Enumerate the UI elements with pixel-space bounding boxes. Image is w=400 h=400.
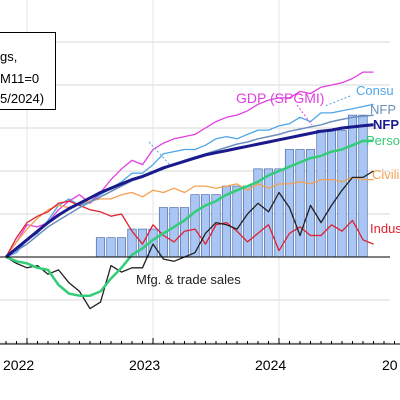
series-line-indus bbox=[5, 200, 374, 258]
bar bbox=[232, 185, 242, 258]
series-line-consu bbox=[5, 103, 374, 258]
series-line-nfp bbox=[5, 123, 374, 259]
bar-series bbox=[95, 114, 368, 258]
gdp-arrow bbox=[296, 104, 313, 126]
series-label-nfp-bold: NFP bbox=[373, 117, 399, 132]
legend-line-1: gs, bbox=[0, 49, 18, 64]
bar bbox=[106, 237, 116, 258]
bar bbox=[347, 114, 358, 258]
series-label-indus: Indus bbox=[370, 221, 400, 236]
series-line-civili bbox=[5, 176, 374, 258]
series-label-civili: Civili bbox=[372, 167, 400, 182]
series-line-gdp-spgmi bbox=[5, 71, 374, 258]
bar bbox=[295, 149, 305, 258]
bar bbox=[169, 207, 179, 258]
x-tick-label-2023: 2023 bbox=[129, 357, 161, 373]
legend-box: gs, M11=0 5/2024) bbox=[0, 32, 56, 110]
series-label-person: Person bbox=[366, 133, 400, 148]
x-tick-label-2025: 20 bbox=[382, 357, 398, 373]
bar bbox=[179, 207, 190, 258]
series-label-consu: Consu bbox=[356, 83, 394, 98]
bar bbox=[305, 149, 316, 258]
bar bbox=[95, 237, 106, 258]
x-tick-label-2024: 2024 bbox=[255, 357, 287, 373]
bar bbox=[316, 129, 326, 258]
bar bbox=[242, 185, 253, 258]
line-series bbox=[5, 71, 374, 310]
series-label-gdp: GDP (SPGMI) bbox=[236, 90, 325, 106]
bar bbox=[326, 129, 337, 258]
series-line-mfg-trade-sales bbox=[5, 170, 374, 310]
bar bbox=[116, 237, 127, 258]
annotation-arrows bbox=[148, 95, 351, 166]
x-tick-label-2022: 2022 bbox=[3, 357, 35, 373]
series-line-person bbox=[5, 139, 374, 297]
series-label-nfp-light: NFP bbox=[370, 102, 396, 117]
series-label-mfg: Mfg. & trade sales bbox=[136, 272, 241, 287]
legend-line-2: M11=0 bbox=[0, 71, 40, 86]
bar bbox=[263, 168, 274, 258]
legend-line-3: 5/2024) bbox=[0, 91, 45, 106]
consu-arrow bbox=[324, 95, 351, 107]
stray-arrow bbox=[148, 141, 171, 166]
